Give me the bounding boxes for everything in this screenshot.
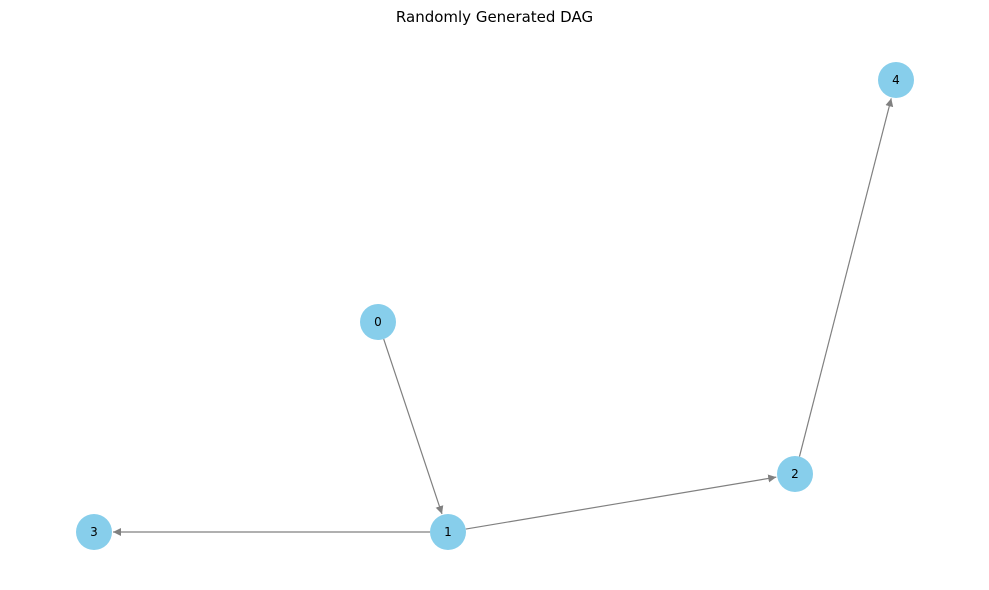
edges-layer xyxy=(113,98,894,536)
node-label: 0 xyxy=(374,315,382,329)
node-label: 1 xyxy=(444,525,452,539)
edge-1-to-2 xyxy=(465,474,777,530)
node-circle xyxy=(430,514,466,550)
node-circle xyxy=(360,304,396,340)
edge-0-to-1 xyxy=(383,338,444,515)
node-label: 2 xyxy=(791,467,799,481)
node-0: 0 xyxy=(360,304,396,340)
node-2: 2 xyxy=(777,456,813,492)
node-circle xyxy=(777,456,813,492)
node-3: 3 xyxy=(76,514,112,550)
edge-2-to-4 xyxy=(798,98,894,457)
node-label: 4 xyxy=(892,73,900,87)
node-1: 1 xyxy=(430,514,466,550)
node-4: 4 xyxy=(878,62,914,98)
node-circle xyxy=(878,62,914,98)
node-circle xyxy=(76,514,112,550)
diagram-title: Randomly Generated DAG xyxy=(395,8,594,26)
node-label: 3 xyxy=(90,525,98,539)
nodes-layer: 0 1 2 3 4 xyxy=(76,62,914,550)
